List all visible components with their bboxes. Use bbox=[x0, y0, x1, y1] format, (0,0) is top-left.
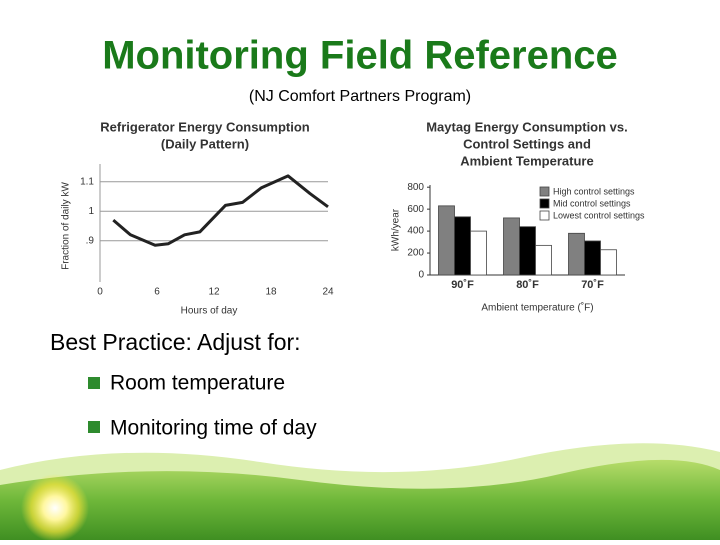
grass bbox=[0, 459, 720, 540]
legend-swatch bbox=[539, 198, 550, 209]
y-tick-label: 200 bbox=[407, 248, 424, 259]
y-axis-label: Fraction of daily kW bbox=[61, 182, 72, 270]
y-tick-label: 1.1 bbox=[80, 176, 94, 187]
legend-label: High control settings bbox=[553, 186, 635, 196]
x-tick-label: 90˚F bbox=[451, 279, 474, 291]
y-tick-label: 600 bbox=[407, 204, 424, 215]
chart-title: Control Settings and bbox=[463, 136, 591, 151]
x-tick-label: 12 bbox=[208, 287, 220, 298]
y-tick-label: 800 bbox=[407, 182, 424, 193]
x-tick-label: 24 bbox=[322, 287, 334, 298]
y-axis-label: kWh/year bbox=[391, 208, 402, 251]
slide-title: Monitoring Field Reference bbox=[102, 34, 618, 78]
x-axis-label: Ambient temperature (˚F) bbox=[481, 302, 593, 314]
bullet-marker bbox=[88, 421, 100, 433]
slide-subtitle: (NJ Comfort Partners Program) bbox=[249, 88, 471, 105]
chart-title: Maytag Energy Consumption vs. bbox=[426, 119, 628, 134]
x-axis-label: Hours of day bbox=[181, 306, 238, 317]
bullet: Room temperature bbox=[110, 372, 285, 395]
x-tick-label: 0 bbox=[97, 287, 103, 298]
bar bbox=[568, 232, 585, 276]
chart-title: Ambient Temperature bbox=[460, 153, 593, 168]
y-tick-label: 0 bbox=[418, 270, 424, 281]
y-tick-label: 400 bbox=[407, 226, 424, 237]
bar bbox=[454, 216, 471, 276]
x-tick-label: 70˚F bbox=[581, 279, 604, 291]
x-tick-label: 6 bbox=[154, 287, 160, 298]
bar bbox=[503, 217, 520, 276]
data-line bbox=[112, 174, 329, 247]
bar bbox=[519, 226, 536, 276]
x-tick-label: 18 bbox=[265, 287, 277, 298]
x-tick-label: 80˚F bbox=[516, 279, 539, 291]
bar bbox=[438, 205, 455, 276]
legend-swatch bbox=[539, 210, 550, 221]
chart-title: (Daily Pattern) bbox=[161, 136, 249, 151]
legend-label: Lowest control settings bbox=[553, 210, 645, 220]
body-heading: Best Practice: Adjust for: bbox=[50, 329, 301, 355]
y-tick-label: .9 bbox=[86, 235, 95, 246]
legend-label: Mid control settings bbox=[553, 198, 631, 208]
y-tick-label: 1 bbox=[88, 206, 94, 217]
bar bbox=[584, 240, 601, 276]
bar bbox=[470, 230, 487, 276]
bullet-marker bbox=[88, 377, 100, 389]
bar bbox=[600, 249, 617, 276]
bullet: Monitoring time of day bbox=[110, 417, 317, 440]
bar bbox=[535, 244, 552, 276]
chart-title: Refrigerator Energy Consumption bbox=[100, 119, 310, 134]
legend-swatch bbox=[539, 186, 550, 197]
sun bbox=[21, 474, 89, 542]
